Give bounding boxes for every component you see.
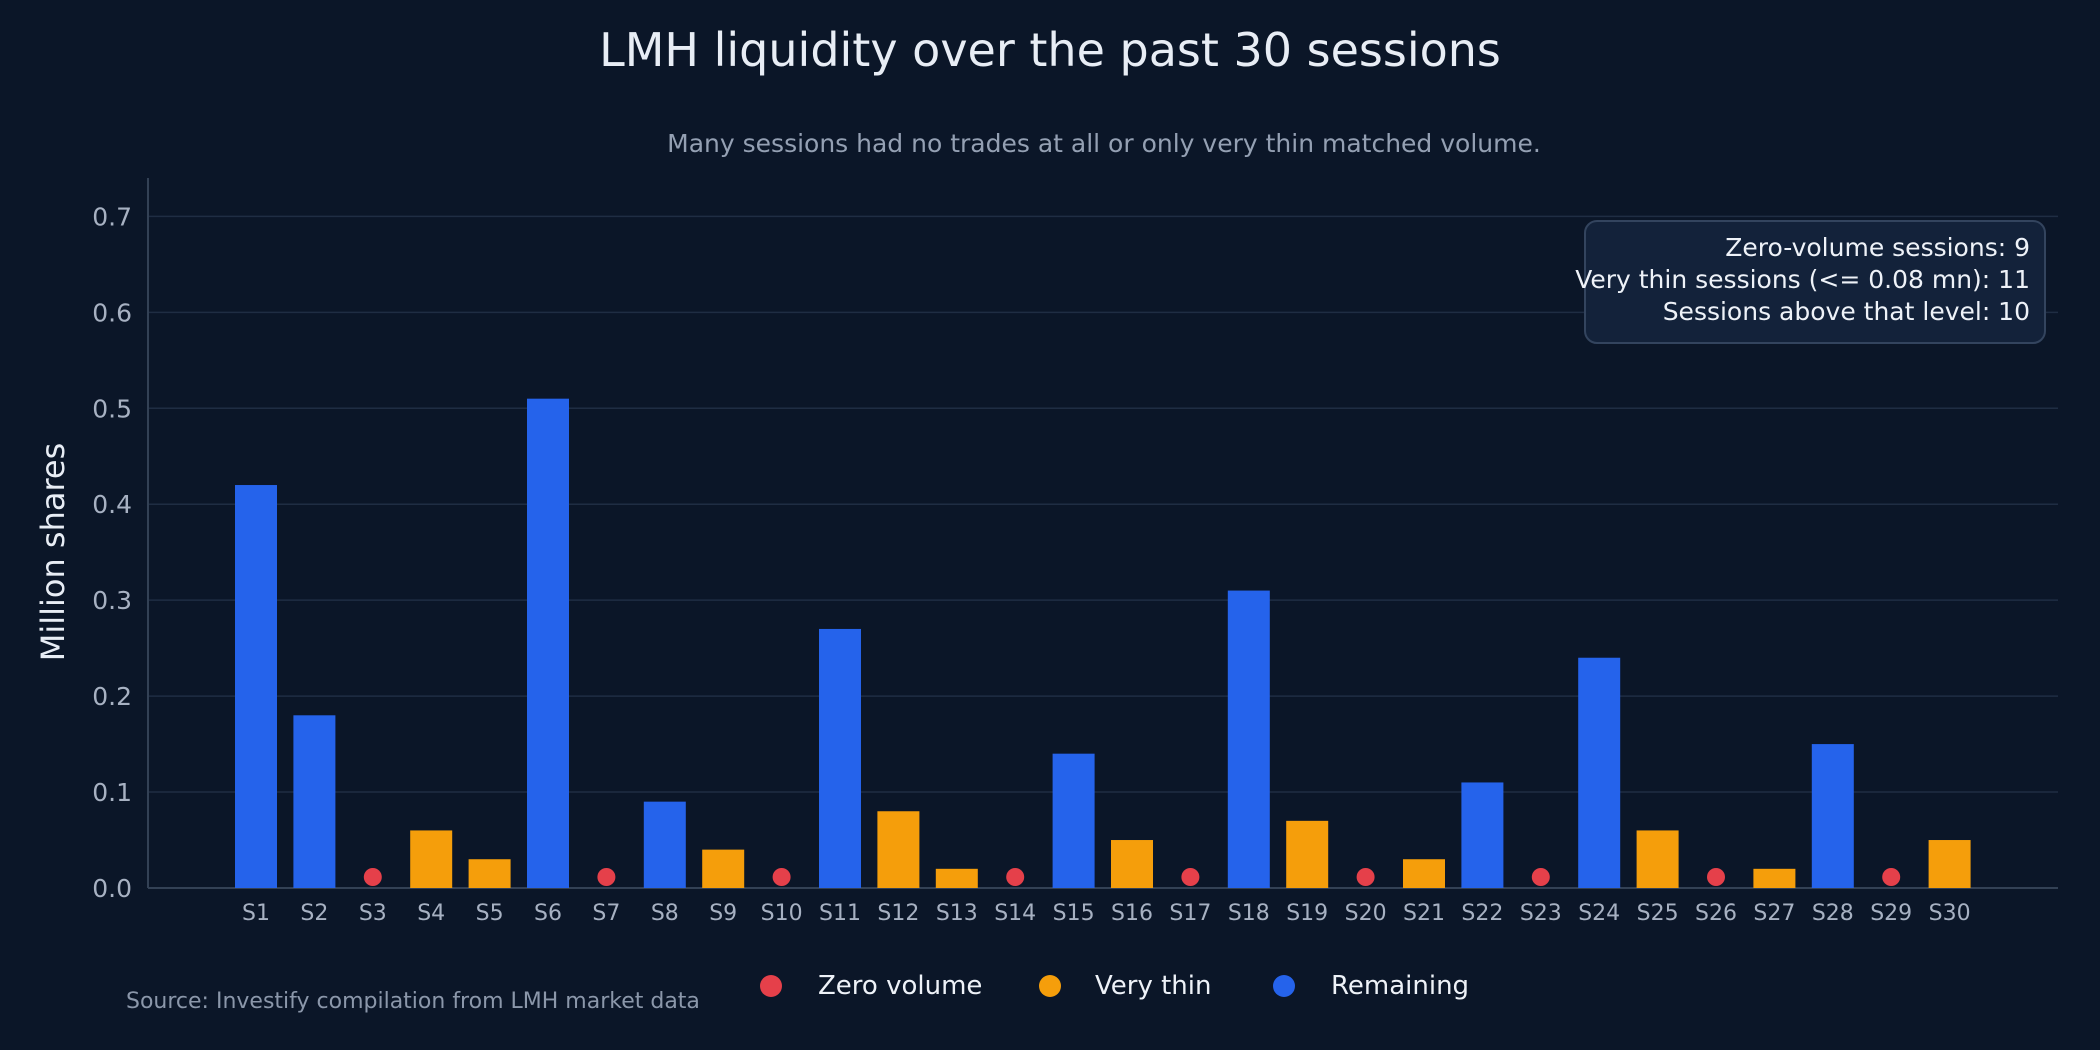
bar-s24 <box>1578 657 1621 888</box>
bar-s18 <box>1227 590 1270 888</box>
x-tick-label: S16 <box>1111 901 1153 926</box>
bar-s30 <box>1928 840 1971 888</box>
x-tick-label: S8 <box>651 901 679 926</box>
bar-s6 <box>527 398 569 888</box>
bar-s9 <box>702 849 745 888</box>
x-tick-label: S10 <box>761 901 803 926</box>
source-note: Source: Investify compilation from LMH m… <box>126 989 700 1014</box>
bar-s12 <box>877 811 920 888</box>
grid-lines <box>147 178 2058 889</box>
x-tick-label: S1 <box>242 901 270 926</box>
bar-s21 <box>1403 859 1445 888</box>
legend-swatch-very-thin <box>1039 975 1061 997</box>
zero-volume-marker-s14 <box>1006 868 1025 886</box>
x-tick-label: S24 <box>1578 901 1620 926</box>
annotation-line-zero: Zero-volume sessions: 9 <box>1725 233 2030 262</box>
x-tick-label: S30 <box>1929 901 1971 926</box>
zero-volume-marker-s3 <box>363 868 382 886</box>
x-axis-ticks: S1 S2 S3 S4 S5 S6 S7 S8 S9 S10 S11 S12 S13 S14 S15 S16 S… <box>242 901 1971 926</box>
zero-volume-marker-s20 <box>1356 868 1375 886</box>
bars <box>235 398 1971 888</box>
annotation-box <box>1584 220 2046 344</box>
x-tick-label: S6 <box>534 901 562 926</box>
x-tick-label: S29 <box>1870 901 1912 926</box>
x-tick-label: S17 <box>1169 901 1211 926</box>
zero-volume-marker-s29 <box>1882 868 1901 886</box>
y-tick-label: 0.1 <box>92 778 132 807</box>
bar-s1 <box>235 485 277 888</box>
bar-s13 <box>935 868 978 888</box>
bar-s25 <box>1636 830 1679 888</box>
y-axis-ticks: 0.0 0.1 0.2 0.3 0.4 0.5 0.6 0.7 <box>92 202 132 903</box>
y-axis-label: Million shares <box>34 443 72 662</box>
chart-title: LMH liquidity over the past 30 sessions <box>599 23 1501 77</box>
x-tick-label: S19 <box>1286 901 1328 926</box>
x-tick-label: S7 <box>592 901 620 926</box>
bar-s5 <box>468 859 511 888</box>
annotation-line-above: Sessions above that level: 10 <box>1663 297 2030 326</box>
summary-annotation: Zero-volume sessions: 9 Very thin sessio… <box>1575 220 2046 344</box>
x-tick-label: S22 <box>1461 901 1503 926</box>
bar-s8 <box>643 801 686 888</box>
x-tick-label: S3 <box>359 901 387 926</box>
y-tick-label: 0.3 <box>92 586 132 615</box>
x-tick-label: S15 <box>1053 901 1095 926</box>
x-tick-label: S14 <box>994 901 1036 926</box>
legend-label-remaining: Remaining <box>1331 971 1469 1001</box>
annotation-line-thin: Very thin sessions (<= 0.08 mn): 11 <box>1575 265 2030 294</box>
x-tick-label: S20 <box>1345 901 1387 926</box>
y-tick-label: 0.6 <box>92 298 132 327</box>
bar-s15 <box>1052 753 1095 888</box>
x-tick-label: S26 <box>1695 901 1737 926</box>
x-tick-label: S21 <box>1403 901 1445 926</box>
x-tick-label: S2 <box>300 901 328 926</box>
x-tick-label: S9 <box>709 901 737 926</box>
y-tick-label: 0.2 <box>92 682 132 711</box>
zero-volume-marker-s23 <box>1531 868 1550 886</box>
bar-s28 <box>1811 744 1854 888</box>
x-tick-label: S13 <box>936 901 978 926</box>
x-tick-label: S25 <box>1637 901 1679 926</box>
zero-volume-marker-s17 <box>1181 868 1200 886</box>
y-tick-label: 0.4 <box>92 490 132 519</box>
y-tick-label: 0.0 <box>92 874 132 903</box>
zero-volume-marker-s26 <box>1707 868 1725 886</box>
bar-s4 <box>410 830 453 888</box>
bar-s16 <box>1111 840 1153 888</box>
x-tick-label: S18 <box>1228 901 1270 926</box>
bar-s27 <box>1753 868 1796 888</box>
legend: Zero volume Very thin Remaining <box>760 971 1469 1001</box>
bar-s2 <box>293 715 336 888</box>
y-tick-label: 0.7 <box>92 202 132 231</box>
x-tick-label: S23 <box>1520 901 1562 926</box>
x-tick-label: S12 <box>877 901 919 926</box>
x-tick-label: S28 <box>1812 901 1854 926</box>
bar-s11 <box>819 628 861 888</box>
x-tick-label: S4 <box>417 901 445 926</box>
x-tick-label: S5 <box>476 901 504 926</box>
chart-subtitle: Many sessions had no trades at all or on… <box>667 129 1541 158</box>
x-tick-label: S11 <box>819 901 861 926</box>
legend-label-very-thin: Very thin <box>1095 971 1211 1001</box>
legend-label-zero-volume: Zero volume <box>818 971 982 1001</box>
bar-s22 <box>1461 782 1504 888</box>
legend-swatch-remaining <box>1273 975 1295 997</box>
x-tick-label: S27 <box>1753 901 1795 926</box>
zero-volume-marker-s7 <box>597 868 616 886</box>
legend-swatch-zero-volume <box>760 975 782 997</box>
bar-s19 <box>1286 820 1329 888</box>
zero-volume-marker-s10 <box>772 868 791 886</box>
y-tick-label: 0.5 <box>92 394 132 423</box>
